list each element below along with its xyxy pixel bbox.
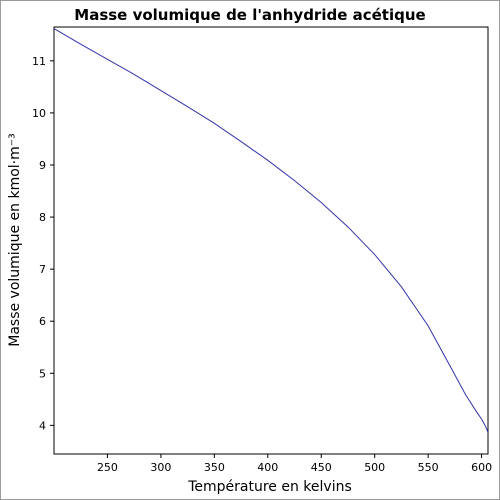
x-tick-label: 500 — [364, 461, 385, 474]
density-series-line — [53, 28, 489, 433]
y-tick-label: 11 — [32, 55, 46, 68]
x-tick-label: 600 — [471, 461, 492, 474]
x-tick-label: 400 — [257, 461, 278, 474]
chart-title: Masse volumique de l'anhydride acétique — [74, 6, 425, 24]
x-tick-label: 550 — [418, 461, 439, 474]
x-tick-label: 300 — [150, 461, 171, 474]
y-axis-label: Masse volumique en kmol·m⁻³ — [7, 133, 23, 347]
y-tick-label: 7 — [39, 263, 46, 276]
y-tick-label: 5 — [39, 367, 46, 380]
plot-area — [53, 26, 489, 455]
y-tick-label: 8 — [39, 211, 46, 224]
x-axis: 250 300 350 400 450 500 550 600 — [97, 454, 492, 474]
x-tick-label: 450 — [311, 461, 332, 474]
x-tick-label: 350 — [204, 461, 225, 474]
x-axis-label: Température en kelvins — [187, 479, 352, 495]
y-tick-label: 10 — [32, 107, 46, 120]
y-axis: 4 5 6 7 8 9 10 11 — [32, 55, 54, 432]
y-tick-label: 9 — [39, 159, 46, 172]
x-tick-label: 250 — [97, 461, 118, 474]
y-tick-label: 6 — [39, 315, 46, 328]
y-tick-label: 4 — [39, 419, 46, 432]
